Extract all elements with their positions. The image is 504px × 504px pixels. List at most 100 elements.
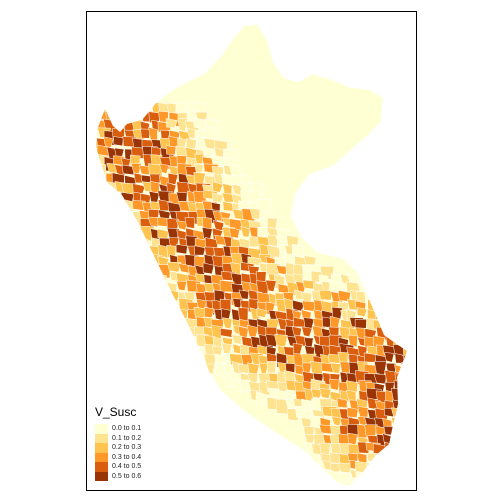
- district: [96, 208, 100, 221]
- district: [399, 310, 407, 326]
- district: [392, 460, 405, 476]
- district: [103, 190, 118, 203]
- district: [255, 391, 266, 405]
- district: [412, 371, 417, 386]
- district: [400, 415, 407, 431]
- district: [177, 118, 188, 132]
- district: [357, 489, 372, 491]
- district: [158, 307, 174, 319]
- district: [114, 202, 127, 213]
- legend-label-0: 0.0 to 0.1: [112, 425, 142, 432]
- district: [113, 247, 127, 260]
- district: [267, 234, 279, 247]
- district: [123, 237, 138, 254]
- district: [105, 226, 117, 240]
- district: [400, 471, 407, 484]
- district: [132, 261, 143, 272]
- district: [367, 478, 378, 486]
- district: [410, 329, 417, 339]
- district: [222, 317, 233, 330]
- district: [331, 306, 343, 321]
- district: [201, 363, 216, 375]
- district: [160, 292, 174, 303]
- district: [167, 172, 179, 185]
- district: [394, 479, 407, 486]
- legend-row-3: 0.3 to 0.4: [95, 452, 141, 462]
- district: [411, 381, 417, 393]
- district: [246, 324, 259, 337]
- district: [204, 118, 220, 129]
- district: [401, 362, 407, 378]
- district: [392, 310, 405, 323]
- legend-title: V_Susc: [95, 405, 137, 419]
- district: [411, 353, 417, 363]
- district: [219, 327, 233, 338]
- district: [374, 479, 390, 486]
- district: [365, 471, 379, 482]
- district: [96, 181, 100, 195]
- district: [303, 255, 317, 266]
- district: [347, 334, 358, 348]
- district: [400, 371, 407, 386]
- district: [399, 425, 407, 438]
- district: [115, 103, 128, 115]
- district: [393, 435, 407, 451]
- district: [347, 407, 359, 418]
- district: [114, 237, 127, 248]
- district: [412, 346, 417, 360]
- legend-swatch-3: [95, 452, 108, 462]
- district: [411, 446, 417, 457]
- district: [113, 229, 128, 241]
- district: [113, 210, 124, 227]
- district: [328, 353, 341, 364]
- district: [402, 346, 407, 362]
- district: [384, 352, 395, 363]
- district: [96, 189, 106, 204]
- district: [202, 262, 215, 275]
- district: [410, 407, 417, 422]
- district: [223, 148, 239, 159]
- district: [410, 390, 417, 401]
- district: [96, 154, 97, 167]
- district: [175, 244, 188, 255]
- district: [186, 138, 197, 150]
- district: [329, 378, 341, 391]
- district: [402, 355, 407, 367]
- district: [148, 288, 159, 301]
- district: [301, 326, 313, 337]
- district: [375, 460, 386, 473]
- district: [409, 434, 417, 446]
- district: [184, 217, 195, 229]
- district: [156, 317, 169, 331]
- district: [131, 238, 146, 253]
- district: [187, 346, 200, 360]
- district: [96, 217, 109, 232]
- legend-row-1: 0.1 to 0.2: [95, 433, 141, 443]
- map-frame: [86, 11, 417, 491]
- district: [394, 426, 406, 440]
- district: [412, 361, 417, 373]
- district: [401, 480, 407, 486]
- district: [96, 164, 99, 178]
- legend-swatch-1: [95, 433, 108, 443]
- district: [176, 280, 187, 291]
- district: [147, 216, 160, 228]
- district: [372, 301, 387, 312]
- district: [392, 325, 404, 338]
- district: [106, 200, 118, 213]
- district: [413, 415, 417, 428]
- district: [357, 307, 368, 318]
- district: [122, 243, 133, 257]
- district: [386, 489, 399, 491]
- district: [103, 218, 118, 233]
- legend-label-2: 0.2 to 0.3: [112, 444, 142, 451]
- district: [130, 270, 145, 284]
- district: [383, 462, 397, 478]
- district: [393, 469, 404, 485]
- district: [103, 235, 119, 251]
- district: [96, 130, 98, 145]
- district: [393, 444, 407, 457]
- district: [96, 164, 107, 178]
- district: [382, 298, 397, 311]
- district: [240, 226, 251, 238]
